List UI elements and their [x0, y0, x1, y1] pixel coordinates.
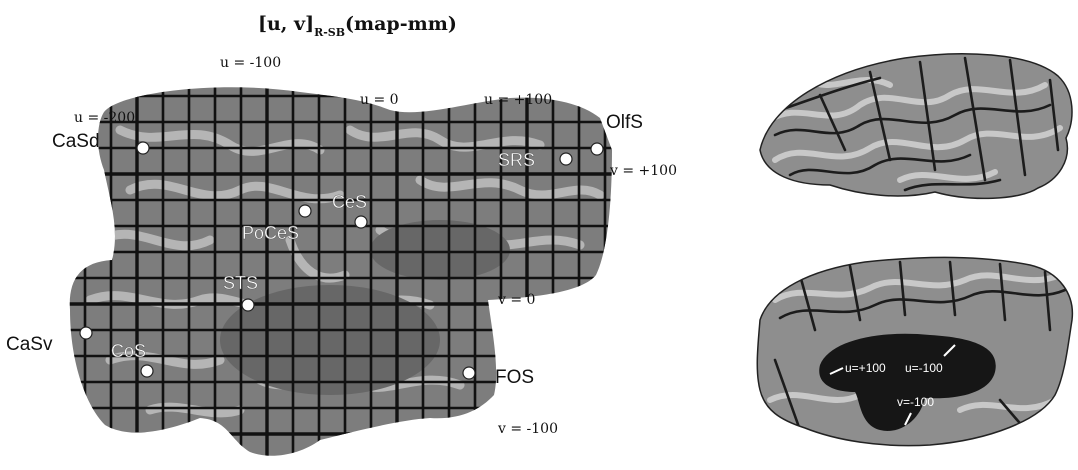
landmark-labels-outside: CaSd OlfS CaSv FOS: [6, 112, 643, 388]
landmark-srs: SRS: [498, 150, 535, 170]
medial-label-u-plus-100: u=+100: [845, 361, 886, 375]
brain-lateral-view: [759, 53, 1073, 200]
landmark-dot-olfs: [590, 142, 604, 156]
lateral-sulci: [773, 56, 1060, 192]
landmark-sts: STS: [223, 273, 258, 293]
brain-medial-view: u=+100 u=-100 v=-100: [756, 256, 1074, 447]
landmark-ces: CeS: [332, 192, 367, 212]
title-suffix: (map-mm): [345, 13, 457, 35]
figure-title: [u, v]R-SB(map-mm): [258, 13, 457, 39]
label-u-zero: u = 0: [360, 92, 399, 108]
label-v-plus-100: v = +100: [609, 163, 677, 179]
landmark-labels-inside: SRS CeS PoCeS STS CoS: [111, 150, 535, 361]
label-u-minus-100: u = -100: [220, 55, 281, 71]
medial-outline: [756, 256, 1074, 447]
landmark-dot-fos: [462, 366, 476, 380]
landmark-cos: CoS: [111, 341, 146, 361]
label-u-minus-200: u = -200: [74, 110, 135, 126]
landmark-dot-poces: [298, 204, 312, 218]
lateral-outline: [759, 53, 1073, 200]
landmark-fos: FOS: [495, 367, 534, 388]
landmark-dot-ces: [354, 215, 368, 229]
medial-wall-region: [819, 333, 996, 431]
flatmap-axis-labels: u = -100 u = -200 u = 0 u = +100 v = +10…: [74, 55, 677, 437]
title-main: [u, v]: [258, 13, 314, 35]
medial-sulci: [773, 260, 1067, 437]
landmark-dot-srs: [559, 152, 573, 166]
label-v-minus-100: v = -100: [497, 421, 558, 437]
medial-label-u-minus-100: u=-100: [905, 361, 943, 375]
medial-labels: u=+100 u=-100 v=-100: [845, 361, 943, 409]
medial-label-v-minus-100: v=-100: [897, 395, 934, 409]
landmark-casv: CaSv: [6, 334, 53, 355]
landmark-dot-casv: [79, 326, 93, 340]
title-subscript: R-SB: [314, 26, 345, 39]
flatmap: [69, 87, 613, 456]
landmark-poces: PoCeS: [242, 223, 299, 243]
landmark-dot-sts: [241, 298, 255, 312]
label-v-zero: v = 0: [497, 292, 535, 308]
label-u-plus-100: u = +100: [484, 92, 552, 108]
landmark-markers: [79, 141, 604, 380]
landmark-dot-cos: [140, 364, 154, 378]
landmark-casd: CaSd: [52, 131, 100, 152]
landmark-olfs: OlfS: [606, 112, 643, 133]
medial-pointer-lines: [829, 344, 956, 426]
landmark-dot-casd: [136, 141, 150, 155]
